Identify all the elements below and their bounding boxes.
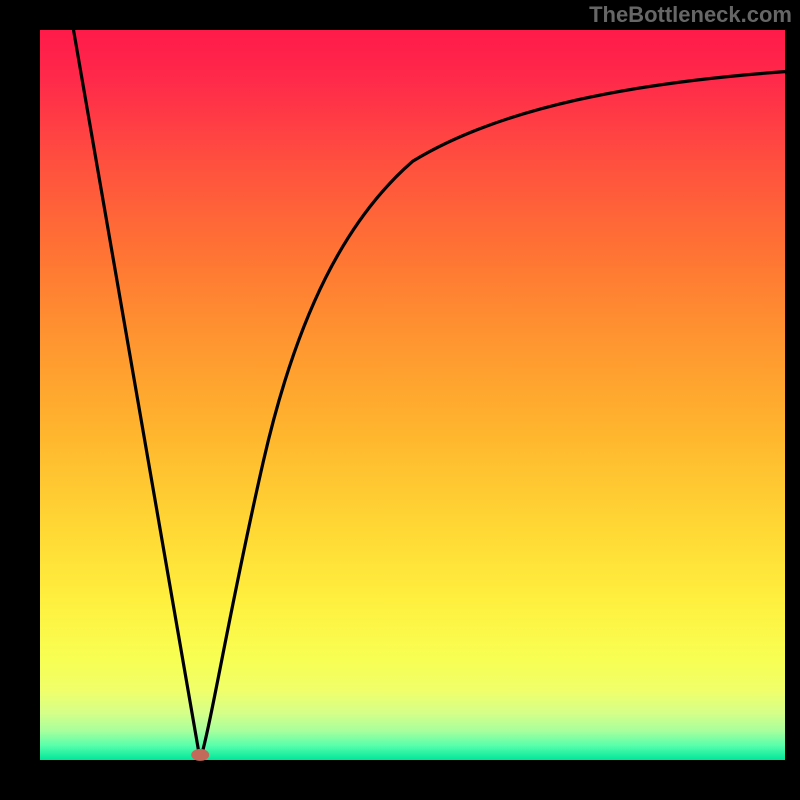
plot-area (40, 30, 785, 760)
watermark-text: TheBottleneck.com (589, 2, 792, 28)
bottleneck-chart (0, 0, 800, 800)
chart-container: TheBottleneck.com (0, 0, 800, 800)
trough-marker (191, 749, 209, 761)
